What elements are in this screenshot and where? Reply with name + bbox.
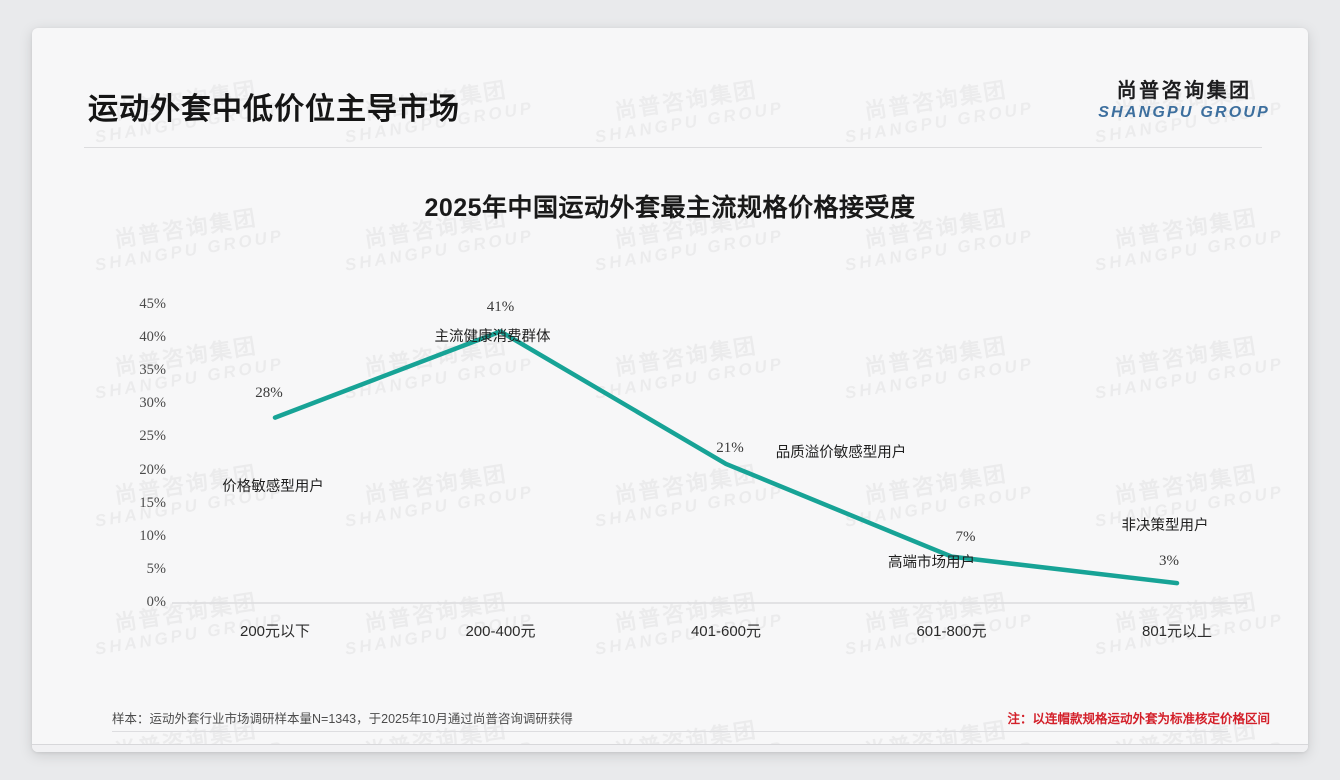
y-axis-tick: 40% [139,329,166,346]
page-title: 运动外套中低价位主导市场 [88,93,460,126]
point-annotation: 高端市场用户 [888,554,975,571]
point-annotation: 品质溢价敏感型用户 [775,444,907,461]
point-annotation: 主流健康消费群体 [434,329,551,346]
y-axis-tick: 15% [139,494,166,511]
line-chart: 45% 40% 35% 30% 25% 20% 15% 10% 5% 0% 200元以下 200-40… [32,28,1308,752]
brand-logo-cn: 尚普咨询集团 [1116,80,1252,102]
data-point-label: 41% [486,299,515,316]
x-axis-tick: 801元以上 [1141,623,1213,640]
slide-footer: ©2025.12 SHANGPU GROUP www.shangpu-china… [32,745,1308,752]
x-axis-tick: 200-400元 [465,623,536,640]
y-axis-tick: 10% [139,527,166,544]
x-axis-tick: 200元以下 [239,623,311,640]
remark-note: 注：以连帽款规格运动外套为标准核定价格区间 [1007,712,1270,726]
chart-canvas [172,329,1247,604]
brand-logo-en: SHANGPU GROUP [1098,103,1270,121]
y-axis-tick: 5% [146,560,166,577]
y-axis-tick: 25% [139,428,166,445]
chart-title: 2025年中国运动外套最主流规格价格接受度 [424,194,916,222]
data-point-label: 28% [255,384,283,401]
y-axis-tick: 35% [139,362,166,379]
point-annotation: 非决策型用户 [1121,518,1209,535]
brand-logo: 尚普咨询集团 SHANGPU GROUP [1098,80,1270,122]
series-polyline [272,329,1180,586]
point-annotation: 价格敏感型用户 [222,478,324,495]
y-axis-tick: 0% [146,594,166,610]
footer-divider [32,744,1308,745]
x-axis-tick: 601-800元 [916,623,987,640]
header-divider [84,147,1262,148]
data-point-label: 3% [1159,553,1179,570]
y-axis-tick: 20% [139,461,166,478]
y-axis-tick: 45% [139,296,166,312]
x-axis-tick: 401-600元 [690,623,762,640]
y-axis-tick: 30% [139,395,166,412]
note-divider [112,731,1228,732]
data-point-label: 21% [716,439,744,456]
slide-header: 运动外套中低价位主导市场 尚普咨询集团 SHANGPU GROUP [32,28,1308,126]
sample-note: 样本：运动外套行业市场调研样本量N=1343，于2025年10月通过尚普咨询调研… [112,712,573,726]
data-point-label: 7% [955,528,976,545]
